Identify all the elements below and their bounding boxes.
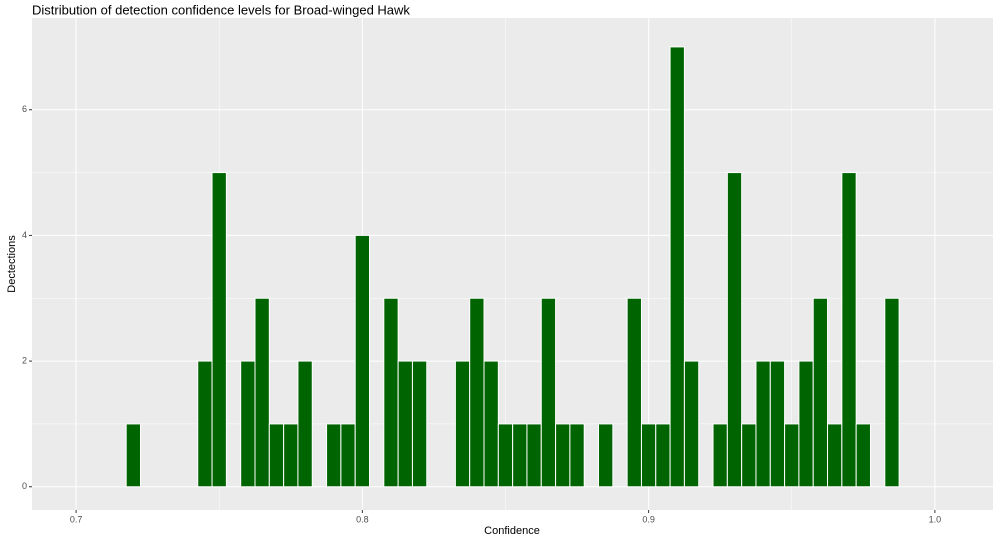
x-axis-title: Confidence — [484, 525, 540, 537]
bar — [469, 297, 485, 488]
bar — [884, 297, 900, 488]
bar — [326, 423, 342, 488]
y-axis-title: Dectections — [6, 235, 18, 293]
bar — [497, 423, 514, 488]
bar — [712, 423, 728, 488]
y-tick-label: 0 — [22, 481, 27, 491]
bar — [555, 423, 571, 488]
bar — [268, 423, 285, 488]
bar — [841, 172, 857, 488]
bar — [540, 297, 557, 488]
bar — [669, 46, 685, 488]
bar — [512, 423, 528, 488]
bar — [411, 360, 428, 488]
y-tick-label: 4 — [22, 230, 27, 240]
bar — [655, 423, 671, 488]
bar — [526, 423, 542, 488]
bar — [640, 423, 657, 488]
bar — [769, 360, 786, 488]
bar — [726, 172, 743, 488]
bar — [827, 423, 843, 488]
bar — [569, 423, 585, 488]
bar — [354, 234, 371, 488]
bar — [683, 360, 700, 488]
bar — [340, 423, 356, 488]
x-tick-label: 0.9 — [642, 514, 655, 524]
chart-title: Distribution of detection confidence lev… — [32, 2, 410, 17]
bar — [197, 360, 213, 488]
x-tick-label: 0.7 — [70, 514, 83, 524]
bar — [211, 172, 227, 488]
bar — [240, 360, 256, 488]
bar — [397, 360, 413, 488]
bar — [855, 423, 871, 488]
x-tick-label: 1.0 — [929, 514, 942, 524]
bar — [626, 297, 642, 488]
bar — [812, 297, 829, 488]
bar — [483, 360, 499, 488]
bar — [454, 360, 471, 488]
bar — [297, 360, 313, 488]
bar — [741, 423, 757, 488]
y-tick-label: 2 — [22, 355, 27, 365]
bar — [283, 423, 299, 488]
bar — [784, 423, 800, 488]
bar — [798, 360, 814, 488]
bar — [598, 423, 614, 488]
x-tick-label: 0.8 — [356, 514, 369, 524]
bar — [125, 423, 141, 488]
y-tick-label: 6 — [22, 104, 27, 114]
bar — [755, 360, 771, 488]
bar — [383, 297, 399, 488]
bar — [254, 297, 270, 488]
